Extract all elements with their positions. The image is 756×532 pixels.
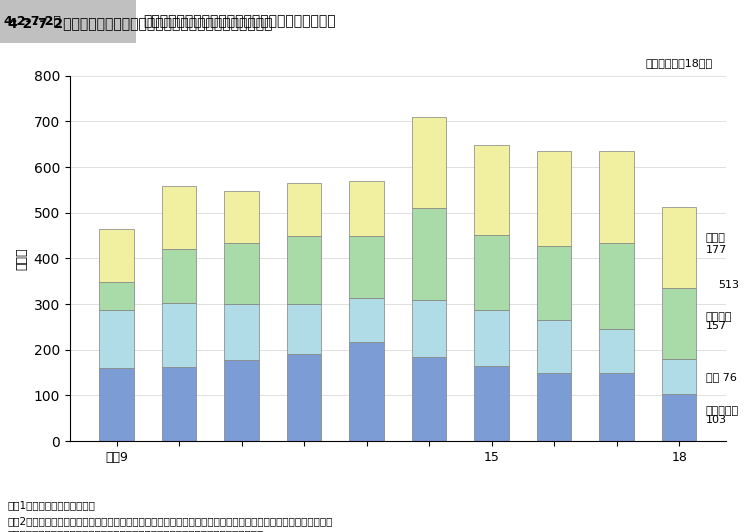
Bar (349, 342, 384, 441)
Bar (225, 360, 259, 441)
Text: 177: 177 (705, 245, 727, 254)
Bar (100, 229, 134, 282)
Bar (662, 359, 696, 394)
Bar (412, 300, 446, 356)
Text: （平成９年〜18年）: （平成９年〜18年） (646, 59, 713, 69)
Bar (537, 373, 572, 441)
Text: 4-2-7-2図　少年鑑別所の外国人新入所者の国籍等別人員の推移: 4-2-7-2図 少年鑑別所の外国人新入所者の国籍等別人員の推移 (8, 16, 273, 30)
Bar (225, 304, 259, 360)
Bar (287, 237, 321, 304)
Bar (225, 191, 259, 243)
Y-axis label: （人）: （人） (15, 247, 28, 270)
Bar (600, 329, 634, 373)
Bar (162, 250, 197, 303)
Bar (162, 303, 197, 367)
Bar (600, 243, 634, 329)
Bar (349, 298, 384, 342)
Bar (475, 235, 509, 310)
Bar (100, 310, 134, 368)
Bar (0, 0, 136, 43)
Text: その他: その他 (705, 233, 726, 243)
Bar (349, 181, 384, 237)
Bar (537, 246, 572, 320)
Text: 韓国・朝鮮: 韓国・朝鮮 (705, 406, 739, 415)
Bar (662, 288, 696, 359)
Bar (225, 243, 259, 304)
Bar (287, 304, 321, 354)
Bar (475, 310, 509, 365)
Text: 4-2-7-2図: 4-2-7-2図 (4, 15, 62, 28)
Text: 注　1　矯正統計年報による。: 注 1 矯正統計年報による。 (8, 500, 95, 510)
Bar (600, 373, 634, 441)
Bar (475, 365, 509, 441)
Bar (412, 208, 446, 300)
Bar (662, 207, 696, 288)
Bar (349, 237, 384, 298)
Bar (600, 151, 634, 243)
Bar (162, 367, 197, 441)
Text: 103: 103 (705, 415, 727, 425)
Bar (162, 186, 197, 250)
Text: 中国 76: 中国 76 (705, 372, 736, 381)
Bar (100, 368, 134, 441)
Bar (537, 320, 572, 373)
Bar (412, 117, 446, 208)
Bar (287, 182, 321, 237)
Text: ブラジル: ブラジル (705, 312, 732, 322)
Text: 513: 513 (718, 280, 739, 290)
Bar (662, 394, 696, 441)
Bar (287, 354, 321, 441)
Text: 少年鑑別所の外国人新入所者の国籍等別人員の推移: 少年鑑別所の外国人新入所者の国籍等別人員の推移 (144, 14, 336, 28)
Text: 当該年において，逃走，施設間の移送又は死亡以外の事由により退所した者をいう。: 当該年において，逃走，施設間の移送又は死亡以外の事由により退所した者をいう。 (8, 529, 264, 532)
Text: 157: 157 (705, 321, 727, 331)
Bar (100, 282, 134, 310)
Bar (537, 151, 572, 246)
Text: 2　「新入所者」とは，少年鑑別所送致の決定（勾留に代わる観護措置を含む。）により入所した者で，かつ，: 2 「新入所者」とは，少年鑑別所送致の決定（勾留に代わる観護措置を含む。）により… (8, 516, 333, 526)
Bar (475, 145, 509, 235)
Bar (412, 356, 446, 441)
